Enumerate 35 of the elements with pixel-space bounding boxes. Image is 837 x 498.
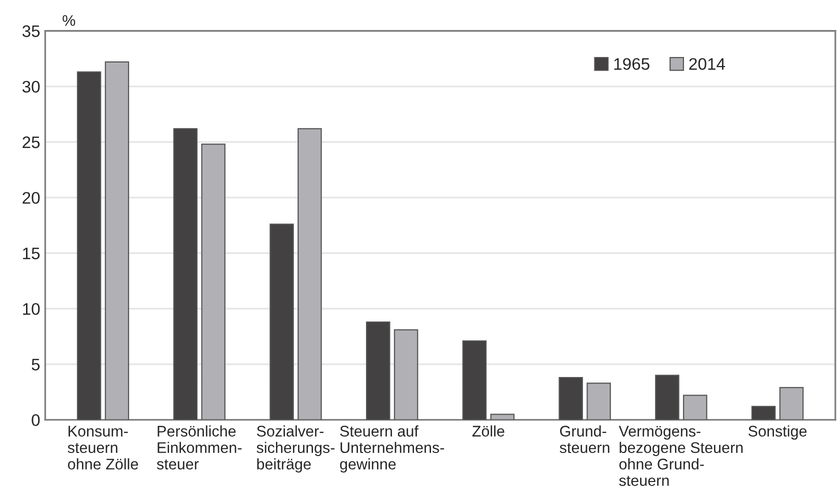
y-tick-label: 25 bbox=[22, 136, 40, 148]
x-tick-label: Persönliche Einkommen- steuer bbox=[156, 425, 242, 470]
bar bbox=[394, 329, 418, 420]
bar bbox=[558, 377, 583, 420]
y-axis-title: % bbox=[62, 15, 76, 26]
bar bbox=[779, 387, 804, 420]
y-tick-label: 30 bbox=[22, 80, 40, 93]
bar bbox=[655, 374, 680, 420]
x-tick-label: Grund- steuern bbox=[560, 425, 610, 454]
y-tick-label: 20 bbox=[22, 192, 40, 204]
y-tick-label: 15 bbox=[23, 248, 40, 260]
bar bbox=[104, 61, 130, 420]
bar bbox=[751, 406, 776, 420]
bar bbox=[490, 414, 515, 420]
bar bbox=[462, 340, 487, 420]
x-tick-label: Vermögens- bezogene Steuern ohne Grund- steuern bbox=[618, 426, 743, 486]
bar bbox=[586, 382, 611, 420]
legend-label: 2014 bbox=[689, 58, 726, 70]
bar bbox=[76, 71, 102, 420]
legend-label: 1965 bbox=[614, 58, 650, 70]
y-tick-label: 10 bbox=[23, 303, 40, 315]
x-tick-label: Zölle bbox=[472, 425, 504, 437]
x-tick-label: Sonstige bbox=[748, 425, 807, 440]
y-tick-label: 0 bbox=[32, 414, 40, 426]
x-tick-label: Steuern auf Unternehmens- gewinne bbox=[340, 425, 444, 473]
bar bbox=[173, 128, 198, 420]
x-tick-label: Konsum- steuern ohne Zölle bbox=[68, 426, 138, 470]
x-tick-label: Sozialver- sicherungs- beiträge bbox=[256, 425, 335, 473]
bar bbox=[683, 394, 708, 420]
bar bbox=[270, 224, 294, 420]
bar bbox=[298, 128, 322, 420]
y-tick-label: 5 bbox=[32, 358, 40, 370]
bar bbox=[366, 321, 390, 420]
y-tick-label: 35 bbox=[22, 25, 40, 38]
bar bbox=[201, 144, 226, 420]
